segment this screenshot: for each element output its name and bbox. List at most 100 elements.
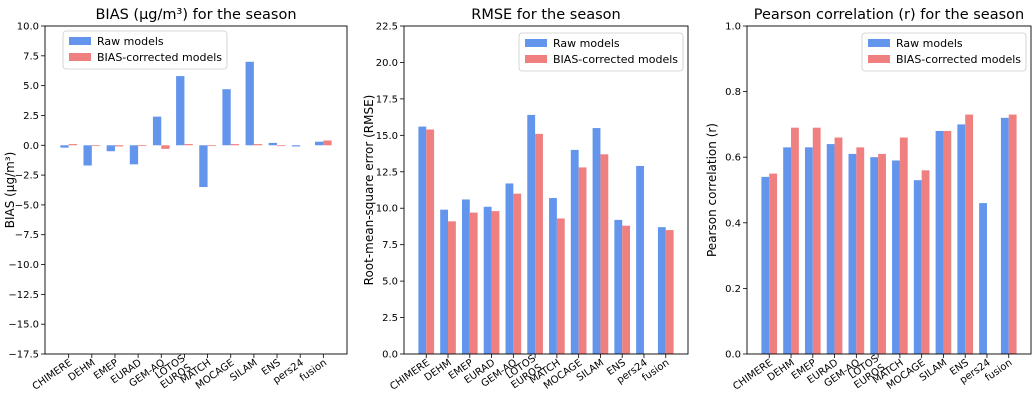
bar-corrected-dehm	[91, 145, 101, 147]
legend-swatch-corrected	[525, 55, 547, 63]
bar-corrected-emep	[469, 212, 478, 354]
y-axis-label: Pearson correlation (r)	[705, 123, 719, 257]
y-tick-label: 17.5	[376, 94, 398, 105]
y-tick-label: 5.0	[23, 81, 39, 92]
y-tick-label: 0.4	[725, 218, 741, 229]
bar-raw-mocage	[222, 89, 231, 146]
y-tick-label: 0.2	[725, 284, 741, 295]
y-tick-label: 7.5	[382, 240, 398, 251]
bar-corrected-gem-aq	[856, 147, 865, 354]
y-tick-label: 10.0	[17, 22, 39, 33]
bar-raw-silam	[592, 128, 601, 354]
bar-raw-eurad	[826, 144, 835, 354]
bar-corrected-ens	[965, 114, 974, 354]
legend-box	[861, 32, 1027, 72]
plot-frame	[746, 25, 1032, 355]
bar-corrected-lotos-euros	[184, 144, 193, 146]
y-tick-label: 7.5	[23, 51, 39, 62]
bar-raw-lotos-euros	[176, 76, 185, 146]
bar-raw-dehm	[440, 209, 449, 354]
bar-corrected-match	[207, 145, 216, 147]
bar-corrected-ens	[277, 145, 286, 147]
bar-corrected-eurad	[138, 145, 147, 147]
y-tick-label: 1.0	[725, 22, 741, 33]
bar-raw-emep	[106, 145, 115, 152]
bar-corrected-chimere	[426, 129, 435, 354]
legend-box	[62, 30, 228, 70]
bar-raw-ens	[614, 219, 623, 354]
bar-corrected-silam	[253, 144, 263, 146]
chart-panel-3: Pearson correlation (r) for the season Pe…	[705, 7, 1032, 393]
plot-frame	[403, 25, 689, 355]
bar-corrected-match	[899, 137, 908, 354]
y-tick-label: 2.5	[382, 313, 398, 324]
bar-corrected-match	[556, 218, 565, 354]
legend: Raw models BIAS-corrected models	[518, 32, 684, 72]
bar-raw-dehm	[783, 147, 792, 354]
bar-corrected-eurad	[491, 211, 500, 354]
bar-corrected-dehm	[448, 221, 456, 354]
x-tick-label-line: DEHM	[67, 357, 98, 383]
bar-corrected-fusion	[1008, 114, 1017, 354]
bar-raw-silam	[245, 61, 254, 146]
x-tick-label: DEHM	[67, 357, 98, 383]
bar-raw-chimere	[418, 126, 427, 354]
bar-raw-match	[199, 145, 208, 188]
bar-corrected-fusion	[323, 140, 332, 146]
bar-corrected-gem-aq	[161, 145, 170, 149]
y-tick-label: −5.0	[15, 200, 39, 211]
bar-raw-ens	[268, 142, 278, 146]
y-tick-label: −17.5	[8, 350, 39, 361]
legend-label: Raw models	[553, 37, 620, 50]
bar-raw-eurad	[129, 145, 139, 165]
bar-raw-emep	[461, 199, 470, 354]
legend-label: BIAS-corrected models	[97, 51, 222, 64]
chart-panel-2: RMSE for the season Root-mean-square erro…	[362, 7, 689, 393]
y-tick-label: 20.0	[376, 58, 398, 69]
bar-corrected-mocage	[578, 167, 587, 354]
chart-panel-1: BIAS (μg/m³) for the season BIAS (μg/m³) 1…	[3, 7, 348, 393]
x-tick-label: fusion	[298, 357, 329, 383]
legend-swatch-corrected	[868, 55, 890, 63]
bar-raw-gem-aq	[505, 183, 514, 354]
y-axis-label: Root-mean-square error (RMSE)	[362, 95, 376, 286]
y-tick-label: 0.0	[23, 141, 39, 152]
y-tick-label: −7.5	[15, 230, 39, 241]
bar-raw-mocage	[570, 149, 579, 354]
legend-box	[518, 32, 684, 72]
legend-label: BIAS-corrected models	[896, 53, 1021, 66]
bar-corrected-mocage	[921, 170, 930, 354]
legend-swatch-corrected	[69, 53, 91, 61]
y-tick-label: 22.5	[376, 22, 398, 33]
bar-corrected-emep	[812, 127, 821, 355]
bar-raw-match	[549, 198, 557, 354]
bar-raw-pers24	[636, 165, 644, 354]
bar-raw-match	[892, 160, 900, 354]
bar-raw-dehm	[83, 145, 92, 166]
bar-raw-chimere	[60, 145, 69, 148]
bar-corrected-gem-aq	[513, 193, 522, 354]
legend: Raw models BIAS-corrected models	[861, 32, 1027, 72]
y-tick-label: 15.0	[376, 131, 398, 142]
bar-corrected-lotos-euros	[878, 153, 886, 354]
bar-raw-fusion	[657, 227, 666, 354]
y-tick-label: −15.0	[8, 320, 39, 331]
bar-raw-chimere	[761, 176, 770, 354]
y-tick-label: −10.0	[8, 260, 39, 271]
bar-raw-fusion	[315, 141, 324, 146]
plot-frame	[44, 25, 348, 355]
bar-raw-mocage	[913, 180, 922, 354]
chart-title: RMSE for the season	[471, 7, 621, 23]
bar-raw-emep	[804, 147, 813, 354]
y-tick-label: 2.5	[23, 111, 39, 122]
x-tick-label: SILAM	[228, 357, 259, 384]
legend-swatch-raw	[69, 37, 91, 45]
bar-corrected-lotos-euros	[535, 133, 543, 354]
x-tick-label-line: SILAM	[228, 357, 259, 384]
bar-raw-lotos-euros	[527, 114, 536, 355]
legend-swatch-raw	[525, 39, 547, 47]
bar-raw-eurad	[483, 206, 492, 354]
bar-corrected-silam	[943, 130, 952, 354]
y-tick-label: 10.0	[376, 204, 398, 215]
chart-title: Pearson correlation (r) for the season	[754, 7, 1024, 23]
